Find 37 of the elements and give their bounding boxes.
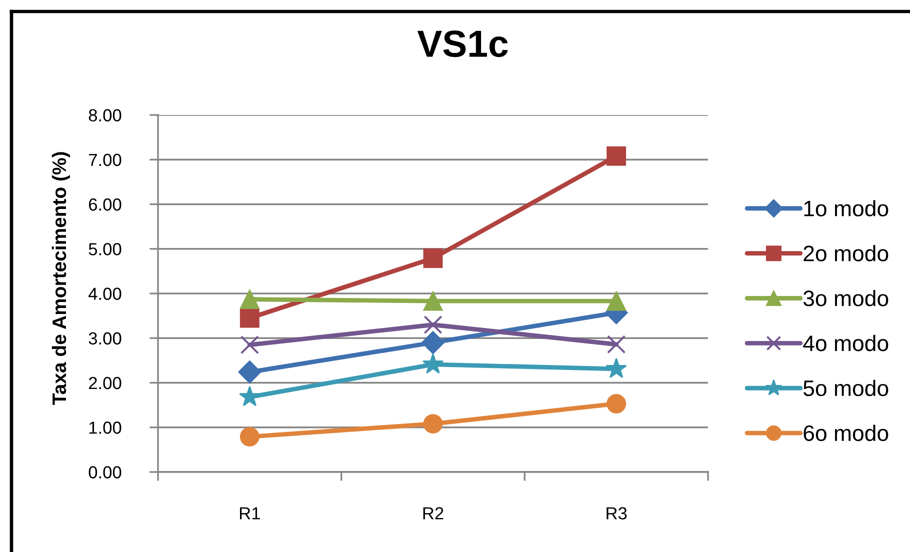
x-tick-label: R3 [606, 507, 627, 520]
point [424, 315, 442, 334]
y-tick-label: 0.00 [88, 466, 122, 478]
x-tick-label: R2 [423, 507, 444, 520]
x-tick-label: R1 [240, 507, 260, 520]
point [606, 358, 627, 378]
point [423, 291, 443, 311]
point [240, 308, 260, 328]
point [423, 414, 443, 434]
y-tick-label: 8.00 [88, 109, 122, 122]
point [607, 335, 626, 354]
point [422, 353, 444, 374]
legend-label: 6o modo [804, 424, 888, 442]
y-tick-label: 4.00 [88, 288, 122, 300]
y-tick-label: 3.00 [88, 332, 122, 345]
chart-title: VS1c [417, 30, 508, 58]
y-tick-label: 6.00 [88, 198, 122, 211]
point [240, 336, 259, 354]
y-tick-label: 2.00 [88, 376, 122, 390]
point [606, 291, 626, 311]
legend-label: 2o modo [804, 245, 888, 262]
point [238, 360, 262, 384]
point [606, 146, 626, 166]
y-tick-label: 1.00 [89, 422, 122, 434]
y-tick-label: 7.00 [88, 154, 122, 166]
point [240, 427, 260, 446]
point [239, 386, 260, 406]
point [240, 290, 260, 310]
point [422, 331, 444, 354]
y-tick-label: 5.00 [88, 243, 122, 256]
legend-label: 3o modo [803, 290, 888, 306]
y-axis-title: Taxa de Amortecimento (%) [52, 152, 70, 405]
legend-label: 1o modo [804, 200, 888, 216]
legend-label: 5o modo [803, 380, 888, 396]
point [606, 394, 626, 414]
legend-label: 4o modo [803, 334, 888, 352]
point [423, 248, 443, 268]
